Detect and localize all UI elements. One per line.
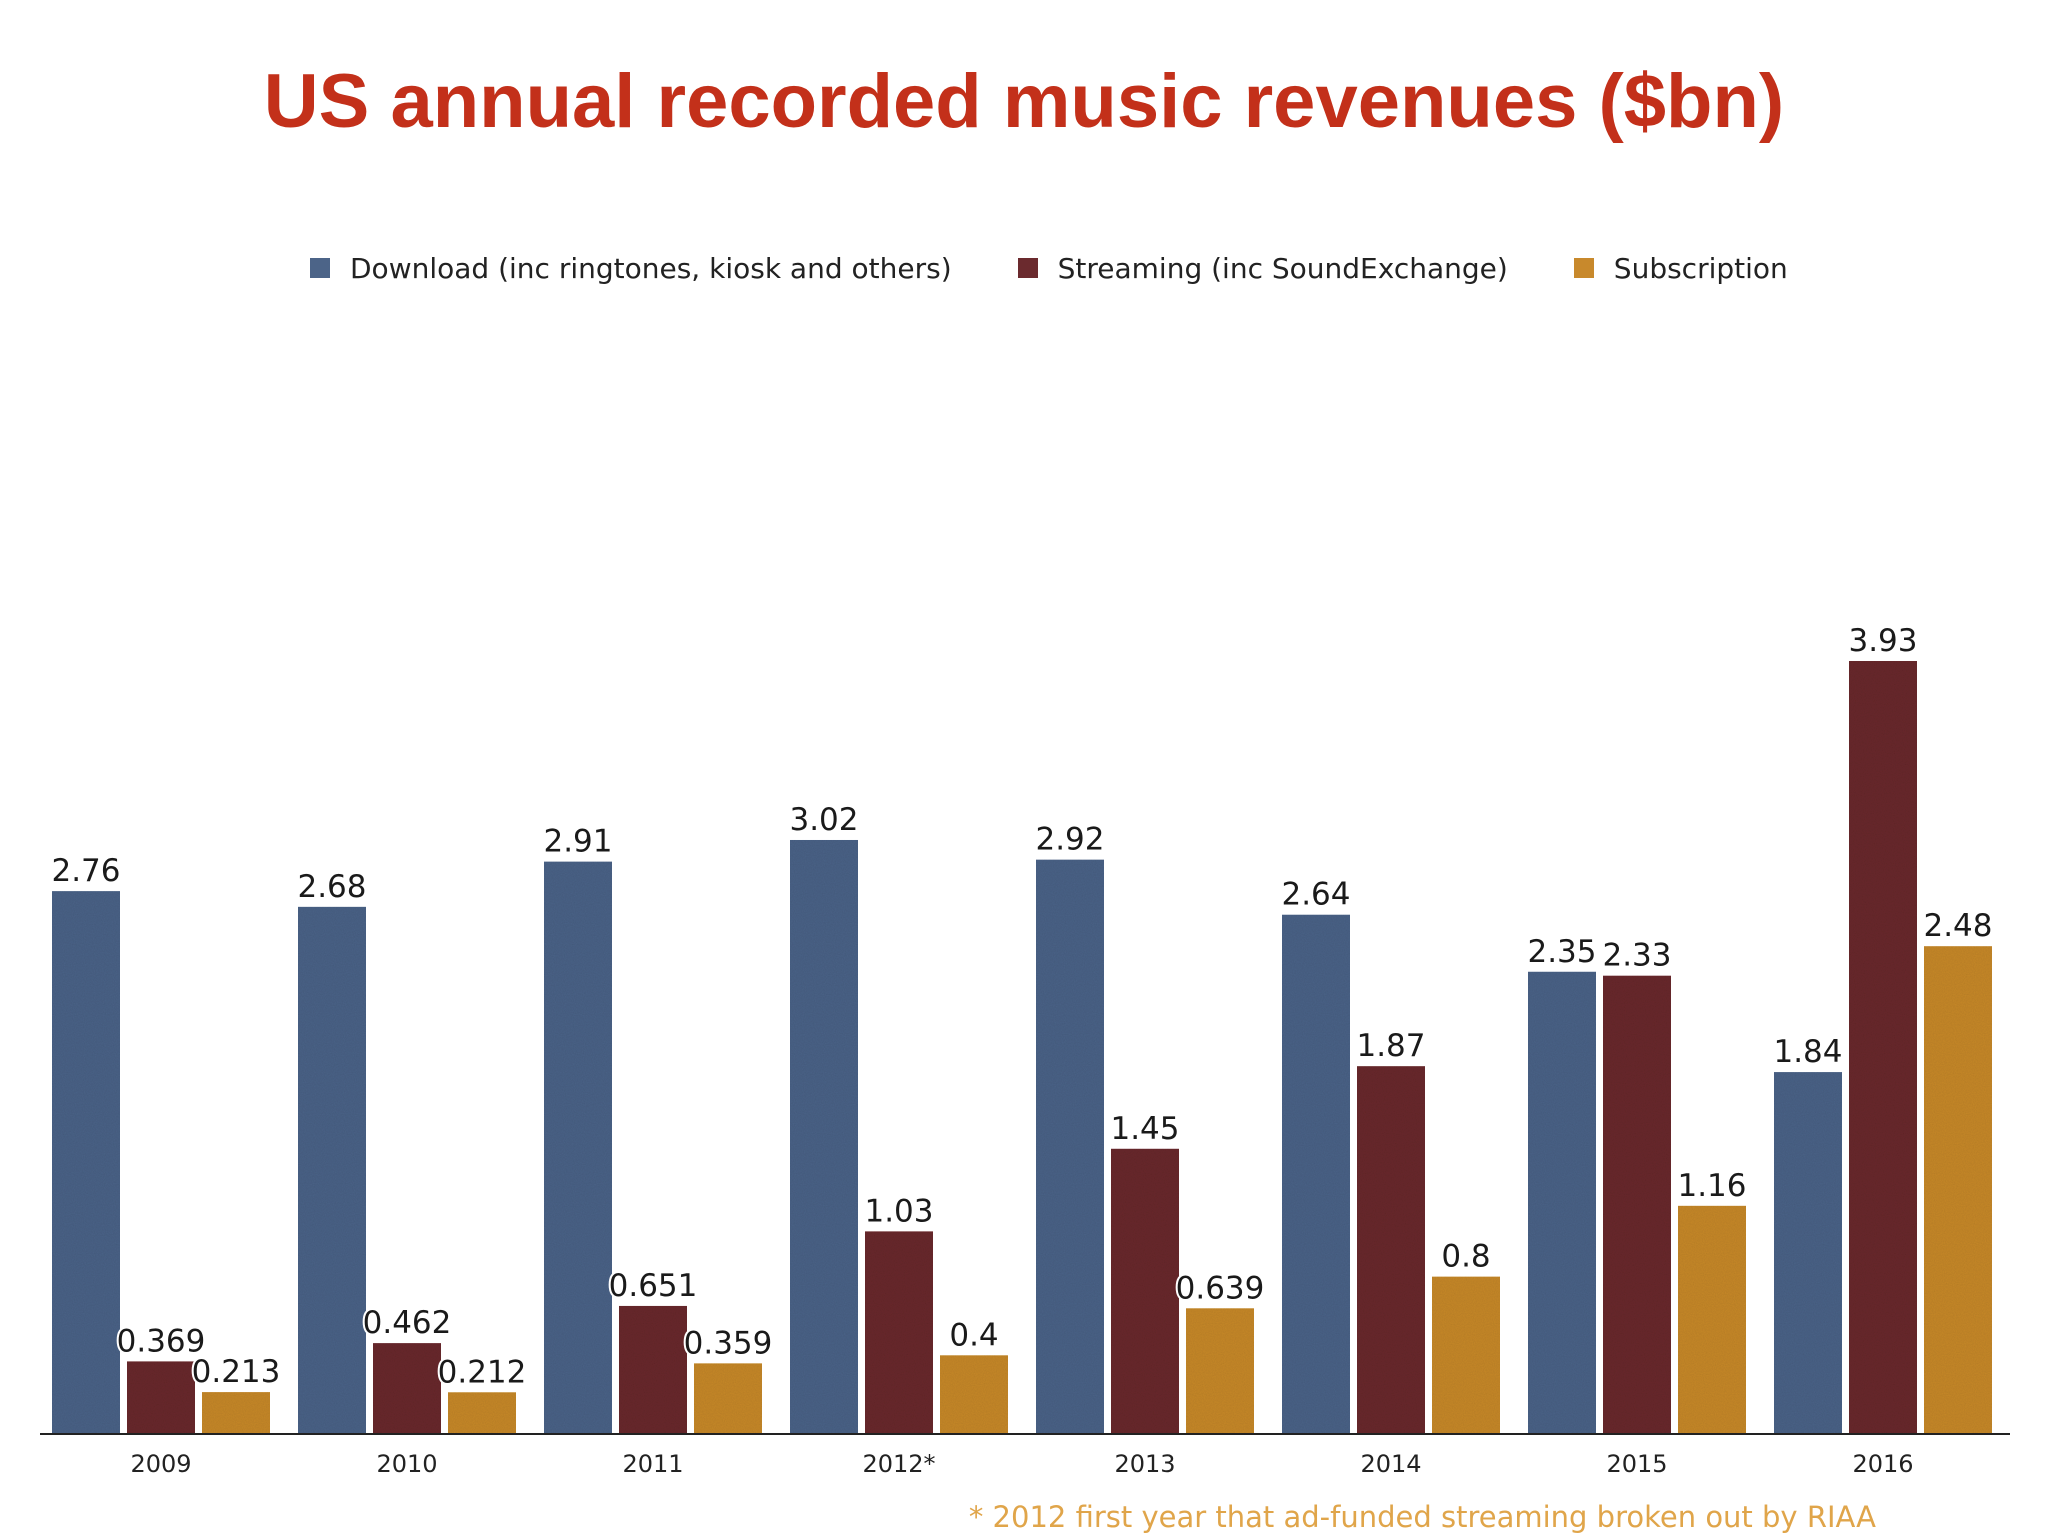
footnote: * 2012 first year that ad-funded streami… (968, 1500, 1876, 1534)
data-label-streaming-2011: 0.651 (609, 1268, 698, 1304)
legend-label-subscription: Subscription (1613, 251, 1788, 285)
bar-subscription-2009 (202, 1392, 270, 1434)
bar-subscription-2014 (1432, 1276, 1500, 1434)
x-tick-label-2011: 2011 (622, 1450, 683, 1478)
bar-download-2016 (1774, 1072, 1842, 1434)
data-label-subscription-2015: 1.16 (1677, 1168, 1746, 1204)
x-tick-label-2010: 2010 (376, 1450, 437, 1478)
data-label-streaming-2009: 0.369 (117, 1323, 206, 1359)
data-label-streaming-2014: 1.87 (1356, 1028, 1425, 1064)
bar-streaming-2009 (127, 1361, 195, 1434)
chart-legend: Download (inc ringtones, kiosk and other… (310, 248, 1854, 288)
bar-subscription-2015 (1678, 1205, 1746, 1434)
data-label-streaming-2015: 2.33 (1602, 938, 1671, 974)
bar-subscription-2011 (694, 1363, 762, 1434)
legend-label-download: Download (inc ringtones, kiosk and other… (350, 251, 952, 285)
bar-subscription-2016 (1924, 946, 1992, 1434)
data-label-subscription-2011: 0.359 (684, 1325, 773, 1361)
data-label-download-2010: 2.68 (297, 869, 366, 905)
legend-item-download: Download (inc ringtones, kiosk and other… (310, 252, 952, 285)
bar-download-2010 (298, 906, 366, 1434)
bar-download-2011 (544, 861, 612, 1434)
bar-streaming-2015 (1603, 975, 1671, 1434)
data-label-download-2016: 1.84 (1773, 1034, 1842, 1070)
x-tick-label-2013: 2013 (1114, 1450, 1175, 1478)
bar-streaming-2013 (1111, 1148, 1179, 1434)
data-label-subscription-2012: 0.4 (949, 1317, 998, 1353)
legend-item-streaming: Streaming (inc SoundExchange) (1017, 251, 1508, 285)
data-label-download-2009: 2.76 (51, 853, 120, 889)
bar-subscription-2010 (448, 1392, 516, 1434)
x-tick-label-2009: 2009 (130, 1450, 191, 1478)
bar-subscription-2013 (1186, 1308, 1254, 1434)
data-label-download-2014: 2.64 (1281, 877, 1350, 913)
data-label-subscription-2009: 0.213 (192, 1354, 281, 1390)
legend-swatch-download (310, 258, 330, 278)
bar-streaming-2014 (1357, 1066, 1425, 1434)
chart-title: US annual recorded music revenues ($bn) (263, 59, 1785, 144)
bar-streaming-2010 (373, 1343, 441, 1434)
bar-download-2013 (1036, 859, 1104, 1434)
data-label-subscription-2010: 0.212 (438, 1354, 527, 1390)
legend-item-subscription: Subscription (1573, 251, 1788, 285)
data-label-download-2015: 2.35 (1527, 934, 1596, 970)
bar-download-2014 (1282, 914, 1350, 1434)
legend-swatch-subscription (1573, 258, 1594, 278)
bar-download-2012 (790, 839, 858, 1434)
data-label-subscription-2013: 0.639 (1176, 1270, 1265, 1306)
bar-streaming-2011 (619, 1305, 687, 1434)
data-label-streaming-2012: 1.03 (864, 1193, 933, 1229)
x-tick-label-2016: 2016 (1852, 1450, 1913, 1478)
x-tick-label-2015: 2015 (1606, 1450, 1667, 1478)
bar-streaming-2012 (865, 1231, 933, 1434)
x-tick-label-2014: 2014 (1360, 1450, 1421, 1478)
legend-swatch-streaming (1017, 258, 1038, 278)
data-label-subscription-2016: 2.48 (1923, 908, 1992, 944)
bar-download-2015 (1528, 971, 1596, 1434)
data-label-streaming-2013: 1.45 (1110, 1111, 1179, 1147)
bar-subscription-2012 (940, 1355, 1008, 1434)
data-label-download-2011: 2.91 (543, 824, 612, 860)
data-label-download-2013: 2.92 (1035, 822, 1104, 858)
bar-streaming-2016 (1849, 661, 1917, 1434)
bar-download-2009 (52, 891, 120, 1434)
x-tick-label-2012: 2012* (862, 1450, 935, 1478)
data-label-download-2012: 3.02 (789, 802, 858, 838)
data-label-subscription-2014: 0.8 (1441, 1239, 1490, 1275)
legend-label-streaming: Streaming (inc SoundExchange) (1057, 251, 1508, 285)
data-label-streaming-2016: 3.93 (1848, 623, 1917, 659)
data-label-streaming-2010: 0.462 (363, 1305, 452, 1341)
